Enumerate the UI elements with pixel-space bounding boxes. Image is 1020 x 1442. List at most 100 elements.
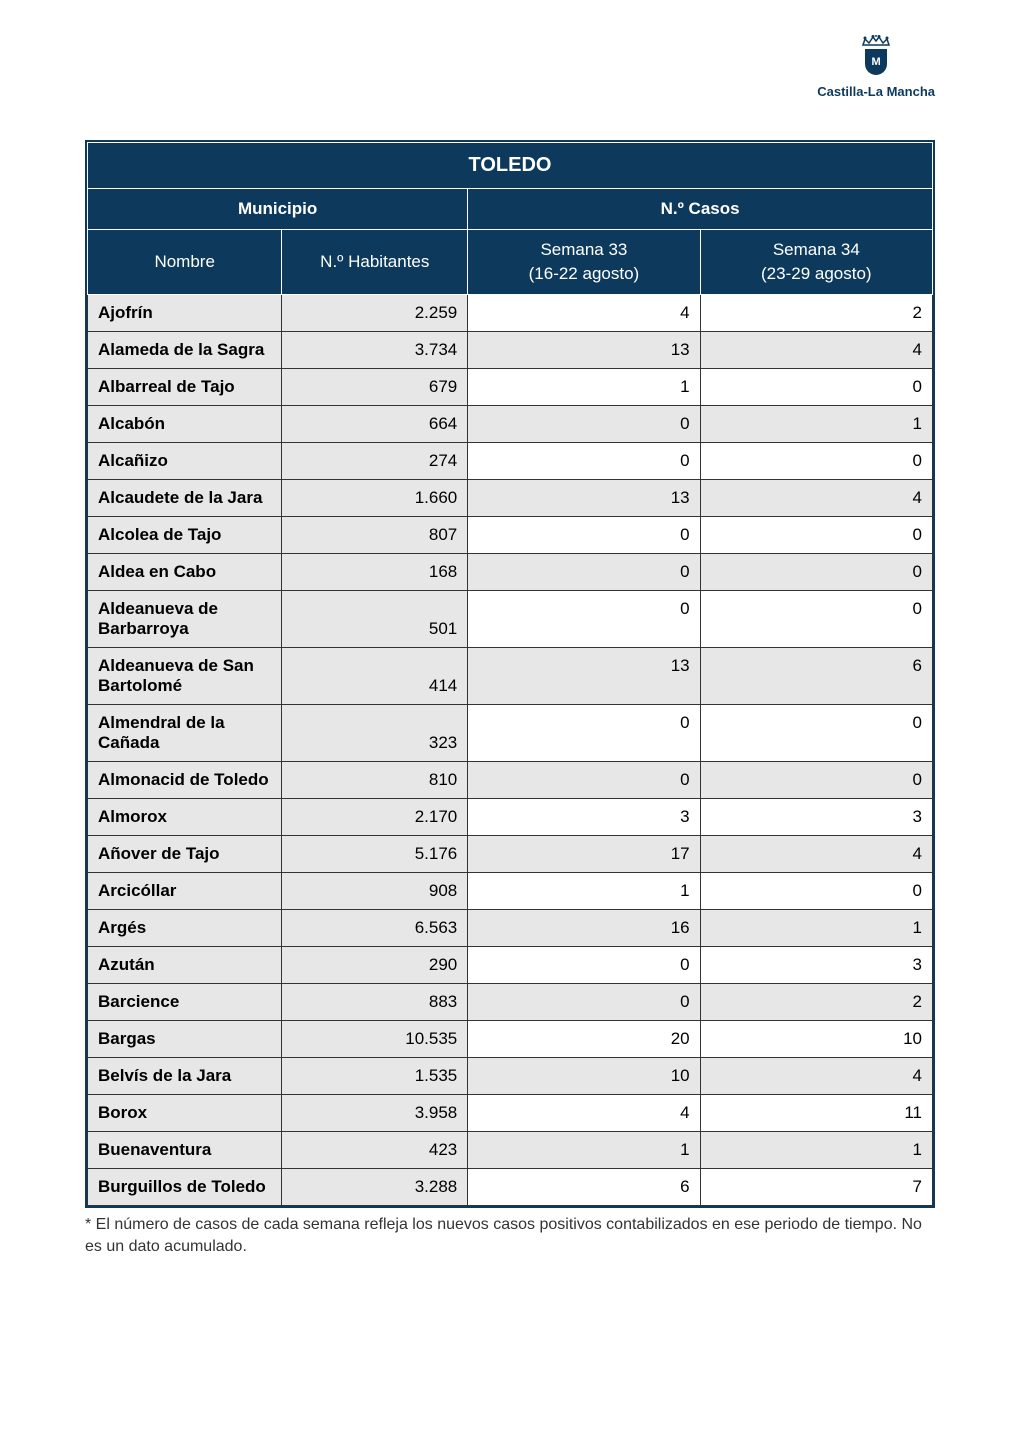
cell-habitantes: 423 (282, 1131, 468, 1168)
table-row: Alcaudete de la Jara1.660134 (88, 479, 933, 516)
cell-semana34: 4 (700, 479, 932, 516)
table-row: Aldeanueva de Barbarroya50100 (88, 590, 933, 647)
cell-semana34: 3 (700, 946, 932, 983)
logo-text: Castilla-La Mancha (817, 84, 935, 99)
subheader-semana34: Semana 34 (23-29 agosto) (700, 230, 932, 295)
cell-semana33: 13 (468, 647, 700, 704)
cell-habitantes: 807 (282, 516, 468, 553)
cell-nombre: Almorox (88, 798, 282, 835)
cell-semana33: 4 (468, 294, 700, 331)
cell-nombre: Albarreal de Tajo (88, 368, 282, 405)
cell-semana34: 0 (700, 590, 932, 647)
crown-icon (861, 35, 891, 47)
cell-habitantes: 2.259 (282, 294, 468, 331)
cell-semana34: 10 (700, 1020, 932, 1057)
table-row: Añover de Tajo5.176174 (88, 835, 933, 872)
cell-nombre: Borox (88, 1094, 282, 1131)
cell-habitantes: 323 (282, 704, 468, 761)
shield-icon: M (865, 49, 887, 75)
table-row: Alcañizo27400 (88, 442, 933, 479)
table-title: TOLEDO (88, 143, 933, 189)
cell-semana33: 0 (468, 761, 700, 798)
cell-nombre: Almonacid de Toledo (88, 761, 282, 798)
cell-nombre: Argés (88, 909, 282, 946)
cell-habitantes: 274 (282, 442, 468, 479)
cell-semana34: 7 (700, 1168, 932, 1205)
cell-semana34: 1 (700, 1131, 932, 1168)
cell-semana33: 0 (468, 405, 700, 442)
cell-semana33: 1 (468, 872, 700, 909)
cell-semana34: 1 (700, 909, 932, 946)
cell-semana34: 0 (700, 442, 932, 479)
logo-icon: M (856, 35, 896, 80)
cell-semana34: 11 (700, 1094, 932, 1131)
cell-nombre: Almendral de la Cañada (88, 704, 282, 761)
table-row: Alameda de la Sagra3.734134 (88, 331, 933, 368)
cell-semana34: 4 (700, 331, 932, 368)
table-row: Almorox2.17033 (88, 798, 933, 835)
logo: M Castilla-La Mancha (817, 35, 935, 99)
cell-semana34: 0 (700, 872, 932, 909)
cell-nombre: Aldeanueva de San Bartolomé (88, 647, 282, 704)
cell-semana33: 20 (468, 1020, 700, 1057)
table-title-row: TOLEDO (88, 143, 933, 189)
cell-semana33: 1 (468, 1131, 700, 1168)
cell-habitantes: 10.535 (282, 1020, 468, 1057)
cell-semana34: 0 (700, 761, 932, 798)
table-header-row-1: Municipio N.º Casos (88, 189, 933, 230)
cell-habitantes: 1.535 (282, 1057, 468, 1094)
table-row: Azután29003 (88, 946, 933, 983)
cell-nombre: Alcañizo (88, 442, 282, 479)
cell-habitantes: 290 (282, 946, 468, 983)
cell-semana33: 6 (468, 1168, 700, 1205)
cell-semana33: 0 (468, 553, 700, 590)
cell-nombre: Ajofrín (88, 294, 282, 331)
cell-nombre: Alcaudete de la Jara (88, 479, 282, 516)
table-row: Aldeanueva de San Bartolomé414136 (88, 647, 933, 704)
table-row: Bargas10.5352010 (88, 1020, 933, 1057)
cell-nombre: Barcience (88, 983, 282, 1020)
table-row: Buenaventura42311 (88, 1131, 933, 1168)
data-table-wrapper: TOLEDO Municipio N.º Casos Nombre N.º Ha… (85, 140, 935, 1208)
table-row: Arcicóllar90810 (88, 872, 933, 909)
cell-habitantes: 414 (282, 647, 468, 704)
cell-semana33: 0 (468, 704, 700, 761)
cell-habitantes: 3.958 (282, 1094, 468, 1131)
cell-semana34: 3 (700, 798, 932, 835)
cell-semana34: 0 (700, 553, 932, 590)
cell-semana34: 4 (700, 1057, 932, 1094)
shield-letter: M (872, 56, 881, 68)
cell-semana33: 13 (468, 479, 700, 516)
cell-habitantes: 810 (282, 761, 468, 798)
cell-semana34: 2 (700, 294, 932, 331)
cell-habitantes: 664 (282, 405, 468, 442)
cell-semana34: 0 (700, 368, 932, 405)
table-row: Barcience88302 (88, 983, 933, 1020)
cell-nombre: Aldea en Cabo (88, 553, 282, 590)
cell-semana34: 0 (700, 704, 932, 761)
cell-nombre: Bargas (88, 1020, 282, 1057)
table-row: Aldea en Cabo16800 (88, 553, 933, 590)
cell-semana33: 10 (468, 1057, 700, 1094)
cell-semana34: 1 (700, 405, 932, 442)
cell-habitantes: 168 (282, 553, 468, 590)
cell-habitantes: 679 (282, 368, 468, 405)
data-table: TOLEDO Municipio N.º Casos Nombre N.º Ha… (87, 142, 933, 1206)
cell-habitantes: 501 (282, 590, 468, 647)
cell-habitantes: 5.176 (282, 835, 468, 872)
cell-nombre: Buenaventura (88, 1131, 282, 1168)
cell-nombre: Arcicóllar (88, 872, 282, 909)
table-row: Burguillos de Toledo3.28867 (88, 1168, 933, 1205)
cell-semana33: 0 (468, 946, 700, 983)
table-row: Alcabón66401 (88, 405, 933, 442)
table-row: Ajofrín2.25942 (88, 294, 933, 331)
subheader-semana33: Semana 33 (16-22 agosto) (468, 230, 700, 295)
cell-nombre: Alameda de la Sagra (88, 331, 282, 368)
cell-semana33: 3 (468, 798, 700, 835)
cell-semana34: 2 (700, 983, 932, 1020)
cell-semana34: 6 (700, 647, 932, 704)
cell-habitantes: 2.170 (282, 798, 468, 835)
cell-semana33: 1 (468, 368, 700, 405)
table-row: Belvís de la Jara1.535104 (88, 1057, 933, 1094)
cell-semana33: 0 (468, 442, 700, 479)
